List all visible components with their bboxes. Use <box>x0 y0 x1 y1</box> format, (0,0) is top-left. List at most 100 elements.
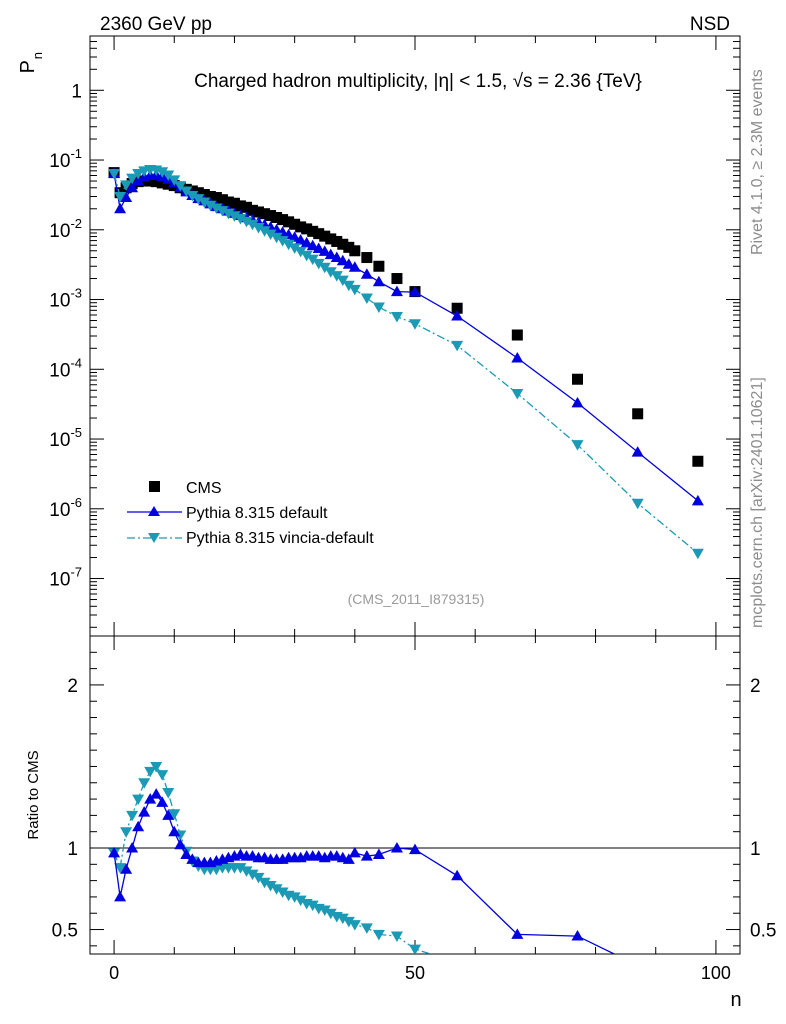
ratio-pythia-vincia-point <box>114 863 127 874</box>
ratio-pythia-default-point <box>451 869 464 881</box>
legend-default-marker <box>148 506 160 516</box>
pythia-vincia-point <box>348 284 361 296</box>
pythia-vincia-point <box>180 186 193 197</box>
ratio-pythia-vincia-point <box>252 872 265 884</box>
pythia-default-point <box>300 236 313 248</box>
legend-vincia-marker <box>148 533 160 543</box>
pythia-vincia-point <box>234 214 247 225</box>
pythia-vincia-point <box>216 206 229 217</box>
legend-cms-label: CMS <box>186 480 222 497</box>
pythia-vincia-point <box>204 200 217 212</box>
y-tick-label: 10-1 <box>49 146 82 172</box>
cms-point <box>632 408 644 420</box>
y-tick-label: 10-7 <box>49 565 82 591</box>
legend-vincia-label: Pythia 8.315 vincia-default <box>186 530 374 547</box>
cms-point <box>259 208 271 220</box>
pythia-vincia-point <box>246 219 259 231</box>
ratio-pythia-default-point <box>571 930 584 941</box>
ratio-pythia-default-point <box>138 806 151 817</box>
legend: CMS Pythia 8.315 default Pythia 8.315 vi… <box>127 480 374 547</box>
ratio-pythia-vincia-point <box>409 944 421 954</box>
ratio-pythia-default-point <box>632 959 644 970</box>
pythia-vincia-point <box>162 170 175 182</box>
ratio-pythia-vincia-point <box>294 895 307 907</box>
pythia-vincia-point <box>132 169 145 180</box>
cms-point <box>373 260 385 272</box>
ratio-pythia-vincia-point <box>451 958 463 969</box>
pythia-default-point <box>294 234 307 245</box>
cms-point <box>156 177 168 189</box>
ratio-pythia-vincia-point <box>348 920 361 931</box>
mcplots-label: mcplots.cern.ch [arXiv:2401.10621] <box>749 377 766 628</box>
ratio-y-tick-label-right: 1 <box>750 839 761 860</box>
pythia-vincia-point <box>330 271 343 282</box>
ratio-pythia-vincia-point <box>632 998 644 1009</box>
pythia-vincia-point <box>282 239 295 251</box>
pythia-default-point <box>342 258 355 269</box>
cms-point <box>295 221 307 233</box>
ratio-pythia-default-point <box>150 788 163 799</box>
ratio-pythia-vincia-point <box>390 931 403 943</box>
ratio-pythia-default-point <box>180 848 193 860</box>
main-ylabel: P n <box>17 52 45 73</box>
pythia-default-point <box>312 242 325 253</box>
ratio-pythia-default-point <box>114 890 127 902</box>
ratio-pythia-default-point <box>409 843 421 855</box>
ratio-pythia-vincia-point <box>318 905 331 916</box>
pythia-vincia-point <box>691 548 704 560</box>
pythia-vincia-point <box>288 243 301 254</box>
cms-point <box>337 238 349 250</box>
ratio-pythia-vincia-point <box>336 913 349 925</box>
pythia-default-point <box>571 396 584 408</box>
ratio-pythia-vincia-point <box>342 916 355 928</box>
ratio-y-tick-label: 0.5 <box>52 921 78 942</box>
ratio-pythia-default-point <box>372 848 385 860</box>
cms-point <box>391 273 403 285</box>
legend-cms-marker <box>149 481 160 492</box>
pythia-default-point <box>511 352 524 363</box>
pythia-default-point <box>348 261 361 272</box>
pythia-vincia-point <box>451 340 464 352</box>
cms-point <box>325 233 337 245</box>
ratio-pythia-default-point <box>156 796 169 807</box>
legend-default-label: Pythia 8.315 default <box>186 505 328 522</box>
cms-point <box>343 241 355 253</box>
pythia-vincia-point <box>174 181 187 192</box>
ratio-pythia-default-point <box>174 838 187 850</box>
pythia-vincia-point <box>342 280 355 292</box>
y-tick-label: 10-4 <box>49 355 82 381</box>
ratio-pythia-vincia-point <box>162 788 175 799</box>
header-right: NSD <box>690 14 730 35</box>
pythia-vincia-point <box>409 319 421 330</box>
ratio-pythia-vincia-point <box>132 794 145 806</box>
chart-title: Charged hadron multiplicity, |η| < 1.5, … <box>194 71 642 92</box>
ratio-pythia-default-point <box>144 793 157 804</box>
pythia-default-point <box>132 175 145 186</box>
y-tick-label: 1 <box>71 81 82 102</box>
ratio-pythia-vincia-point <box>246 869 259 881</box>
ratio-pythia-vincia-point <box>572 987 584 998</box>
ratio-pythia-vincia-point <box>234 863 247 874</box>
cms-point <box>240 201 252 213</box>
cms-point <box>162 178 174 190</box>
ratio-pythia-default-point <box>168 825 181 837</box>
svg-text:n: n <box>30 52 45 59</box>
cms-point <box>228 197 240 209</box>
pythia-vincia-point <box>324 267 337 278</box>
ratio-pythia-default-point <box>108 846 121 858</box>
ratio-pythia-vincia-point <box>126 810 139 822</box>
cms-point <box>451 302 463 314</box>
pythia-vincia-point <box>258 226 271 237</box>
pythia-default-point <box>126 181 139 193</box>
y-tick-label: 10-5 <box>49 425 82 451</box>
pythia-default-point <box>691 494 704 506</box>
main-plot-area <box>108 165 704 560</box>
xlabel: n <box>730 989 741 1011</box>
ratio-pythia-vincia-point <box>138 778 151 789</box>
cms-point <box>204 190 216 202</box>
cms-point <box>210 192 222 204</box>
pythia-default-point <box>288 231 301 242</box>
pythia-vincia-point <box>511 388 524 400</box>
cms-point <box>144 175 156 187</box>
